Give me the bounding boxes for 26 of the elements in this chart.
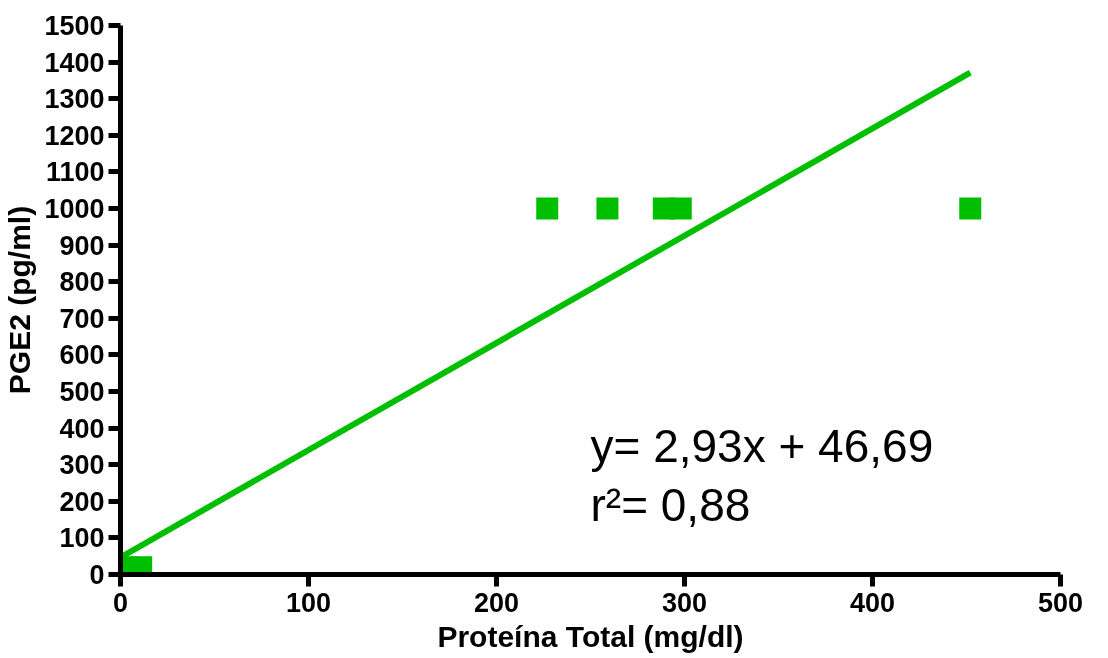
y-tick-label: 200 (59, 486, 105, 517)
x-axis-title: Proteína Total (mg/dl) (437, 619, 744, 653)
x-tick-label: 300 (661, 587, 708, 618)
y-tick-label: 1300 (44, 84, 105, 115)
x-tick-label: 400 (849, 587, 896, 618)
x-tick-label: 100 (285, 587, 332, 618)
y-tick-label: 1500 (44, 11, 105, 41)
y-axis-title: PGE2 (pg/ml) (3, 205, 37, 395)
annotation: y= 2,93x + 46,69 (590, 420, 934, 473)
y-tick-label: 700 (59, 303, 105, 334)
y-tick-label: 400 (59, 413, 105, 444)
y-tick-label: 1200 (44, 120, 105, 151)
y-tick-label: 900 (59, 230, 105, 261)
x-tick-label: 500 (1037, 587, 1084, 618)
y-tick-label: 100 (59, 523, 105, 554)
y-tick-label: 0 (89, 560, 105, 590)
annotation: r²= 0,88 (590, 478, 751, 531)
x-tick-label: 200 (473, 587, 520, 618)
y-tick-label: 800 (59, 267, 105, 298)
y-tick-label: 1100 (45, 157, 105, 188)
x-tick-label: 0 (112, 587, 129, 618)
y-tick-label: 1000 (44, 194, 105, 224)
y-tick-label: 300 (59, 450, 105, 481)
y-tick-label: 1400 (44, 47, 105, 78)
y-tick-label: 500 (59, 377, 105, 407)
y-tick-label: 600 (59, 340, 105, 371)
